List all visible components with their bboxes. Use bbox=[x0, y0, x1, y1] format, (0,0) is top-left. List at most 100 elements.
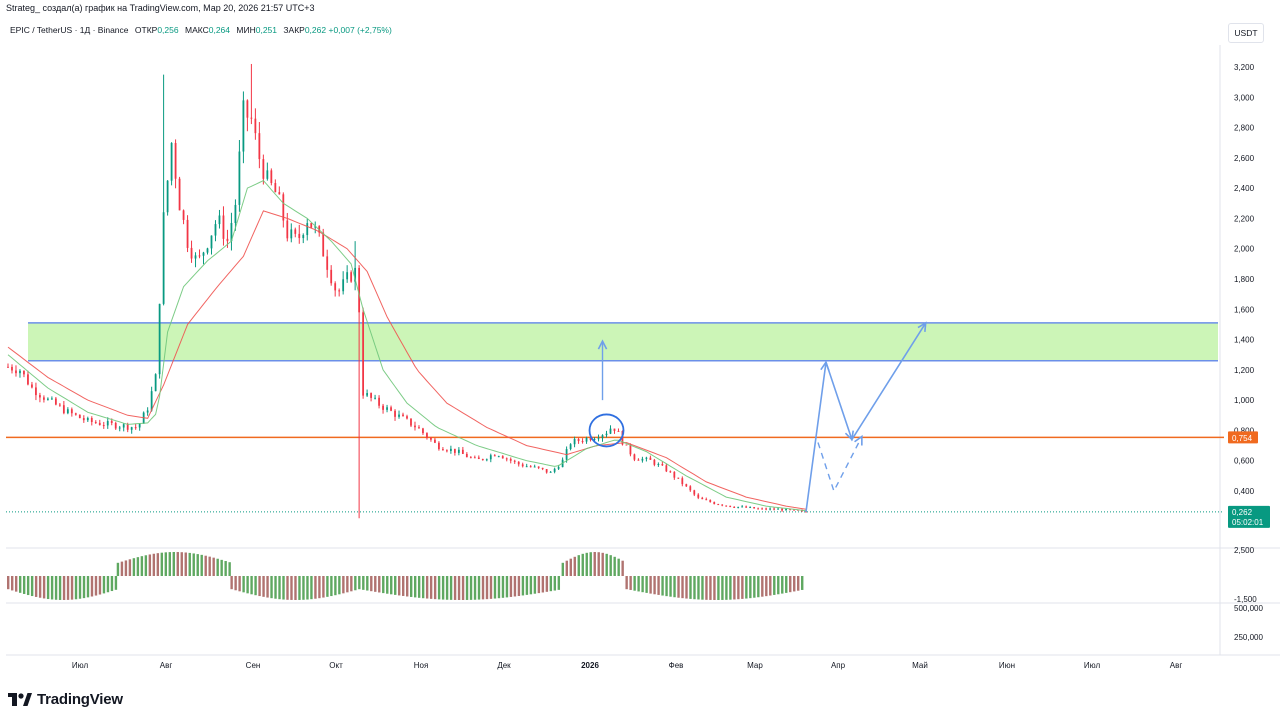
candle-body bbox=[713, 502, 716, 505]
candle-body bbox=[258, 133, 261, 160]
oscillator-bar bbox=[230, 576, 233, 590]
price-tick-label: 3,000 bbox=[1234, 93, 1255, 102]
logo-text: TradingView bbox=[37, 690, 123, 708]
oscillator-bar bbox=[38, 576, 42, 598]
candle-body bbox=[705, 499, 708, 501]
candle-body bbox=[47, 398, 49, 400]
currency-button[interactable]: USDT bbox=[1228, 23, 1264, 43]
candle-body bbox=[90, 418, 93, 422]
candle-body bbox=[35, 387, 37, 396]
oscillator-bar bbox=[509, 576, 513, 597]
candle-body bbox=[310, 223, 313, 228]
oscillator-bar bbox=[306, 576, 309, 600]
oscillator-bar bbox=[70, 576, 74, 600]
candle-body bbox=[605, 433, 608, 436]
candle-body bbox=[218, 215, 221, 225]
candle-body bbox=[553, 468, 556, 472]
oscillator-bar bbox=[473, 576, 477, 600]
candle-body bbox=[773, 508, 775, 510]
oscillator-bar bbox=[302, 576, 305, 600]
time-tick-label: Окт bbox=[329, 661, 343, 670]
oscillator-bar bbox=[505, 576, 509, 598]
candle-body bbox=[677, 477, 680, 479]
oscillator-bar bbox=[310, 576, 313, 600]
candle-body bbox=[729, 505, 732, 507]
oscillator-bar bbox=[250, 576, 253, 595]
candle-body bbox=[130, 427, 133, 430]
candle-body bbox=[330, 269, 333, 284]
candle-body bbox=[430, 437, 432, 440]
candle-body bbox=[390, 407, 392, 411]
oscillator-bar bbox=[657, 576, 660, 595]
oscillator-bar bbox=[533, 576, 537, 594]
candle-body bbox=[306, 223, 309, 236]
candle-body bbox=[322, 232, 325, 257]
projection-arrowhead bbox=[820, 360, 830, 372]
candle-body bbox=[529, 466, 532, 468]
candle-body bbox=[254, 118, 257, 134]
candle-body bbox=[358, 267, 361, 313]
oscillator-bar bbox=[441, 576, 445, 600]
candle-body bbox=[70, 409, 73, 414]
candle-body bbox=[625, 444, 628, 446]
candle-body bbox=[537, 466, 540, 468]
candle-body bbox=[226, 238, 229, 242]
oscillator-bar bbox=[78, 576, 82, 599]
candle-body bbox=[166, 180, 169, 213]
candle-body bbox=[214, 224, 217, 236]
candle-body bbox=[86, 418, 89, 421]
price-tick-label: 2,000 bbox=[1234, 245, 1255, 254]
oscillator-bar bbox=[114, 576, 118, 590]
oscillator-bar bbox=[457, 576, 461, 600]
oscillator-bar bbox=[106, 576, 110, 593]
oscillator-bar bbox=[417, 576, 421, 598]
oscillator-bar bbox=[120, 561, 124, 576]
candle-body bbox=[27, 374, 29, 385]
oscillator-bar bbox=[58, 576, 62, 600]
candle-body bbox=[613, 428, 616, 431]
candle-body bbox=[346, 272, 349, 280]
candle-body bbox=[98, 422, 101, 426]
price-tick-label: 1,800 bbox=[1234, 275, 1255, 284]
oscillator-bar bbox=[192, 553, 195, 576]
oscillator-bar bbox=[489, 576, 493, 599]
candle-body bbox=[633, 454, 636, 460]
oscillator-bar bbox=[469, 576, 473, 600]
candle-body bbox=[597, 438, 600, 440]
candle-body bbox=[737, 506, 740, 508]
oscillator-bar bbox=[733, 576, 736, 600]
price-tick-label: 3,200 bbox=[1234, 63, 1255, 72]
oscillator-bar bbox=[757, 576, 760, 598]
oscillator-bar bbox=[717, 576, 720, 600]
oscillator-bar bbox=[34, 576, 38, 597]
oscillator-bar bbox=[196, 554, 199, 576]
oscillator-bar bbox=[729, 576, 732, 600]
candle-body bbox=[406, 416, 408, 419]
oscillator-bar bbox=[697, 576, 700, 600]
oscillator-bar bbox=[637, 576, 640, 592]
oscillator-bar bbox=[409, 576, 413, 597]
oscillator-bar bbox=[641, 576, 644, 593]
candle-body bbox=[645, 457, 648, 459]
oscillator-bar bbox=[262, 576, 265, 597]
candle-body bbox=[206, 248, 209, 253]
candle-body bbox=[493, 455, 496, 457]
oscillator-bar bbox=[246, 576, 249, 594]
oscillator-bar bbox=[402, 576, 405, 596]
oscillator-bar bbox=[128, 559, 132, 576]
oscillator-bar bbox=[445, 576, 449, 600]
candle-body bbox=[649, 457, 652, 460]
oscillator-bar bbox=[669, 576, 672, 597]
oscillator-bar bbox=[298, 576, 301, 600]
oscillator-bar bbox=[102, 576, 106, 594]
oscillator-bar bbox=[629, 576, 632, 590]
tradingview-logo[interactable]: TradingView bbox=[8, 688, 123, 710]
resistance-zone bbox=[28, 322, 1218, 362]
oscillator-bar bbox=[270, 576, 273, 599]
oscillator-bar bbox=[725, 576, 728, 600]
symbol-name[interactable]: EPIC / TetherUS · 1Д · Binance bbox=[10, 25, 129, 35]
chart-grid bbox=[6, 45, 1280, 656]
oscillator-bar bbox=[609, 555, 612, 576]
candle-body bbox=[94, 421, 97, 423]
